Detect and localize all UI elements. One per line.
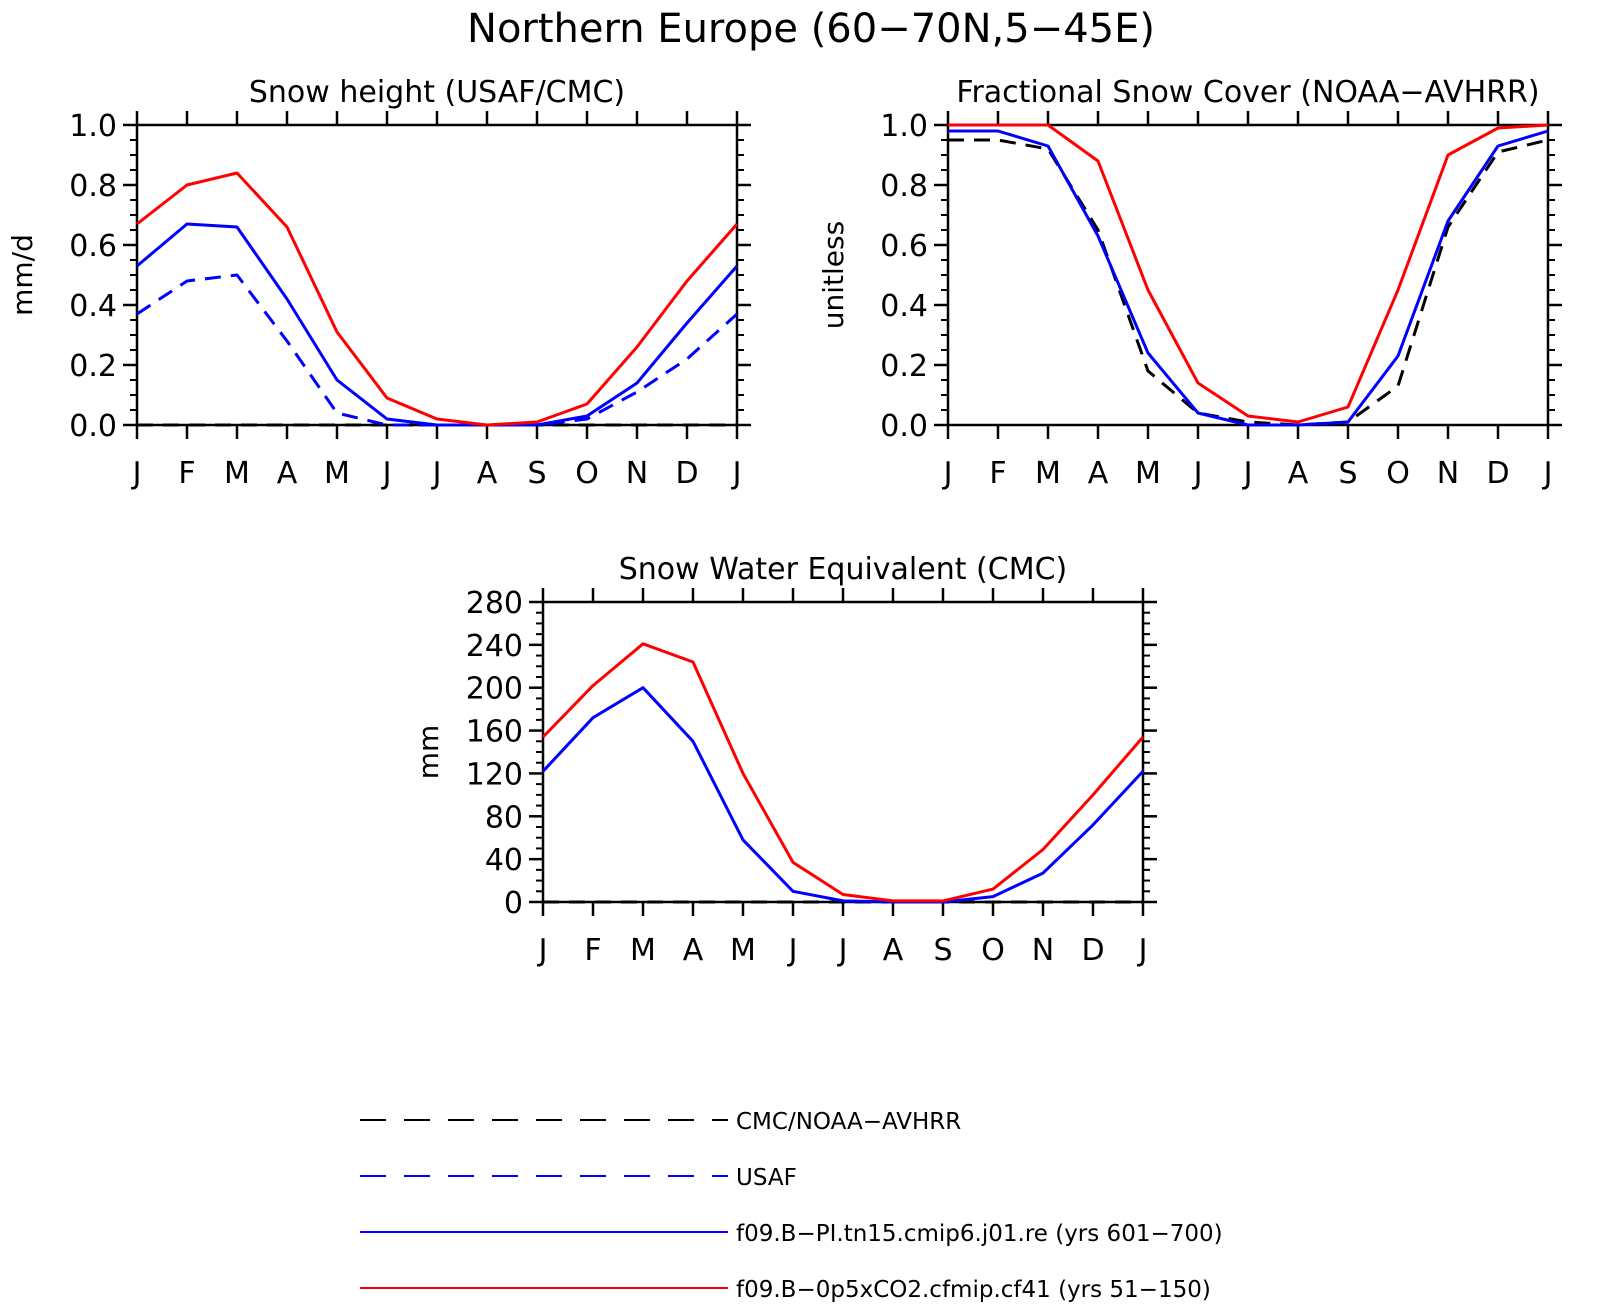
chart-panel-3: Snow Water Equivalent (CMC) mm 0 40 80 120 160… [412,552,1157,968]
plot-frame [541,600,1145,904]
y-tick-label: 0.4 [880,289,928,324]
y-tick-label: 80 [485,800,523,835]
y-tick-label: 240 [466,629,523,664]
x-tick-label: N [626,456,648,491]
series-line [948,138,1549,427]
y-tick-label: 120 [466,757,523,792]
x-tick-label: J [1542,456,1553,491]
legend-label: USAF [736,1165,797,1191]
panel-title: Snow Water Equivalent (CMC) [619,552,1067,587]
x-tick-label: M [730,933,756,968]
x-tick-label: A [883,933,904,968]
x-tick-label: N [1437,456,1459,491]
legend-label: f09.B−0p5xCO2.cfmip.cf41 (yrs 51−150) [736,1277,1211,1303]
y-tick-label: 0.8 [69,169,117,204]
legend-label: f09.B−PI.tn15.cmip6.j01.re (yrs 601−700) [736,1221,1223,1247]
x-tick-label: F [584,933,601,968]
chart-panel-2: Fractional Snow Cover (NOAA−AVHRR) unitle… [817,75,1562,491]
y-tick-label: 200 [466,672,523,707]
plot-frame [946,123,1550,427]
y-tick-label: 0.0 [69,409,117,444]
x-tick-label: A [1088,456,1109,491]
panel-title: Fractional Snow Cover (NOAA−AVHRR) [956,75,1539,110]
series-line [136,222,739,427]
chart-panel-1: Snow height (USAF/CMC) mm/d 0.0 0.2 0.4 0.6 0.… [6,75,751,491]
x-tick-label: D [1081,933,1104,968]
x-tick-label: S [933,933,952,968]
x-tick-label: A [477,456,498,491]
x-tick-label: O [575,456,599,491]
x-tick-label: J [837,933,848,968]
plot-frame [135,123,739,427]
x-tick-label: J [1192,456,1203,491]
x-tick-label: J [381,456,392,491]
legend-label: CMC/NOAA−AVHRR [736,1109,961,1135]
y-axis-label: mm/d [6,234,39,316]
series-line [948,123,1549,424]
series-line [136,273,739,427]
y-tick-label: 0.0 [880,409,928,444]
x-tick-label: O [1386,456,1410,491]
x-tick-label: M [1035,456,1061,491]
x-tick-label: M [224,456,250,491]
x-tick-label: A [683,933,704,968]
y-tick-label: 160 [466,715,523,750]
x-tick-label: J [537,933,548,968]
series-line [541,642,1145,903]
panel-title: Snow height (USAF/CMC) [249,75,625,110]
x-tick-label: D [675,456,698,491]
x-tick-label: N [1032,933,1054,968]
y-tick-label: 0 [504,886,523,921]
x-tick-label: F [178,456,195,491]
x-tick-label: A [1288,456,1309,491]
series-line [948,129,1549,427]
x-tick-label: A [277,456,298,491]
figure-title: Northern Europe (60−70N,5−45E) [467,6,1155,52]
chart-panels: Snow height (USAF/CMC) mm/d 0.0 0.2 0.4 0.6 0.… [6,75,1562,968]
y-axis-label: mm [412,725,445,780]
y-tick-label: 1.0 [880,109,928,144]
y-tick-label: 280 [466,586,523,621]
y-tick-label: 0.6 [69,229,117,264]
y-tick-label: 0.2 [880,349,928,384]
x-tick-label: D [1486,456,1509,491]
x-tick-label: F [989,456,1006,491]
x-tick-label: S [527,456,546,491]
x-tick-label: M [324,456,350,491]
x-tick-label: J [942,456,953,491]
y-tick-label: 0.4 [69,289,117,324]
x-tick-label: S [1338,456,1357,491]
x-tick-label: J [731,456,742,491]
legend: CMC/NOAA−AVHRR USAF f09.B−PI.tn15.cmip6.j0… [360,1109,1223,1303]
y-tick-label: 0.8 [880,169,928,204]
x-tick-label: J [787,933,798,968]
x-tick-label: J [131,456,142,491]
x-tick-label: J [1242,456,1253,491]
x-tick-label: O [981,933,1005,968]
x-tick-label: M [630,933,656,968]
y-tick-label: 0.6 [880,229,928,264]
y-tick-label: 1.0 [69,109,117,144]
y-tick-label: 0.2 [69,349,117,384]
y-axis-label: unitless [817,221,850,329]
y-tick-label: 40 [485,843,523,878]
series-line [541,686,1145,904]
series-line [136,171,739,427]
x-tick-label: M [1135,456,1161,491]
x-tick-label: J [431,456,442,491]
x-tick-label: J [1137,933,1148,968]
